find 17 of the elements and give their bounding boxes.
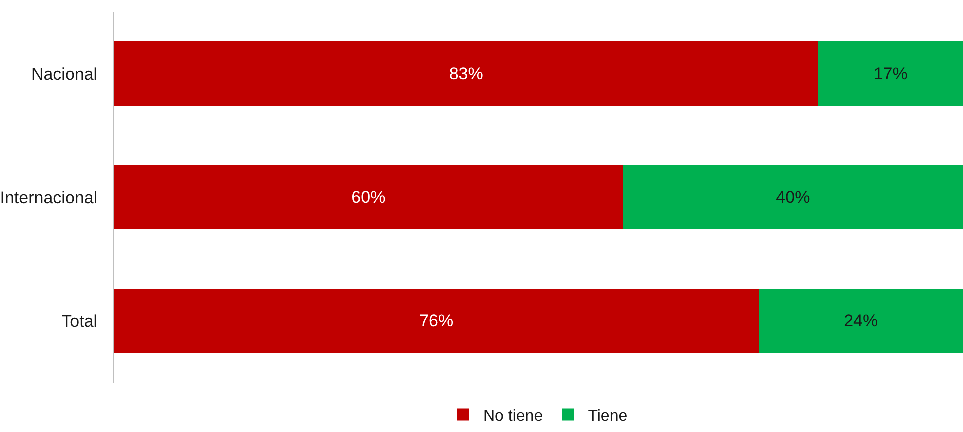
data-label: 83% <box>449 64 484 84</box>
y-tick-label: Nacional <box>31 64 98 84</box>
bar <box>114 289 760 354</box>
data-label: 40% <box>776 188 810 207</box>
bar <box>623 165 963 230</box>
data-label: 24% <box>844 312 878 331</box>
data-label: 76% <box>420 312 454 331</box>
data-label: 17% <box>874 64 908 84</box>
y-tick-label: Internacional <box>0 188 98 208</box>
bar <box>759 289 963 354</box>
bar <box>818 42 963 106</box>
bar <box>114 165 624 230</box>
y-tick-label: Total <box>62 312 98 332</box>
data-label: 60% <box>352 188 386 207</box>
legend-label: Tiene <box>588 408 628 425</box>
legend-label: No tiene <box>484 408 544 425</box>
bar <box>114 42 819 106</box>
